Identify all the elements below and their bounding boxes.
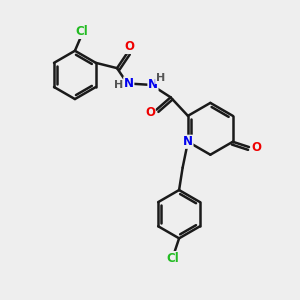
Text: O: O (125, 40, 135, 53)
Text: N: N (124, 77, 134, 90)
Text: N: N (183, 135, 193, 148)
Text: Cl: Cl (166, 252, 179, 265)
Text: O: O (145, 106, 155, 118)
Text: N: N (148, 78, 158, 92)
Text: H: H (156, 74, 165, 83)
Text: O: O (251, 141, 261, 154)
Text: Cl: Cl (75, 26, 88, 38)
Text: H: H (115, 80, 124, 90)
